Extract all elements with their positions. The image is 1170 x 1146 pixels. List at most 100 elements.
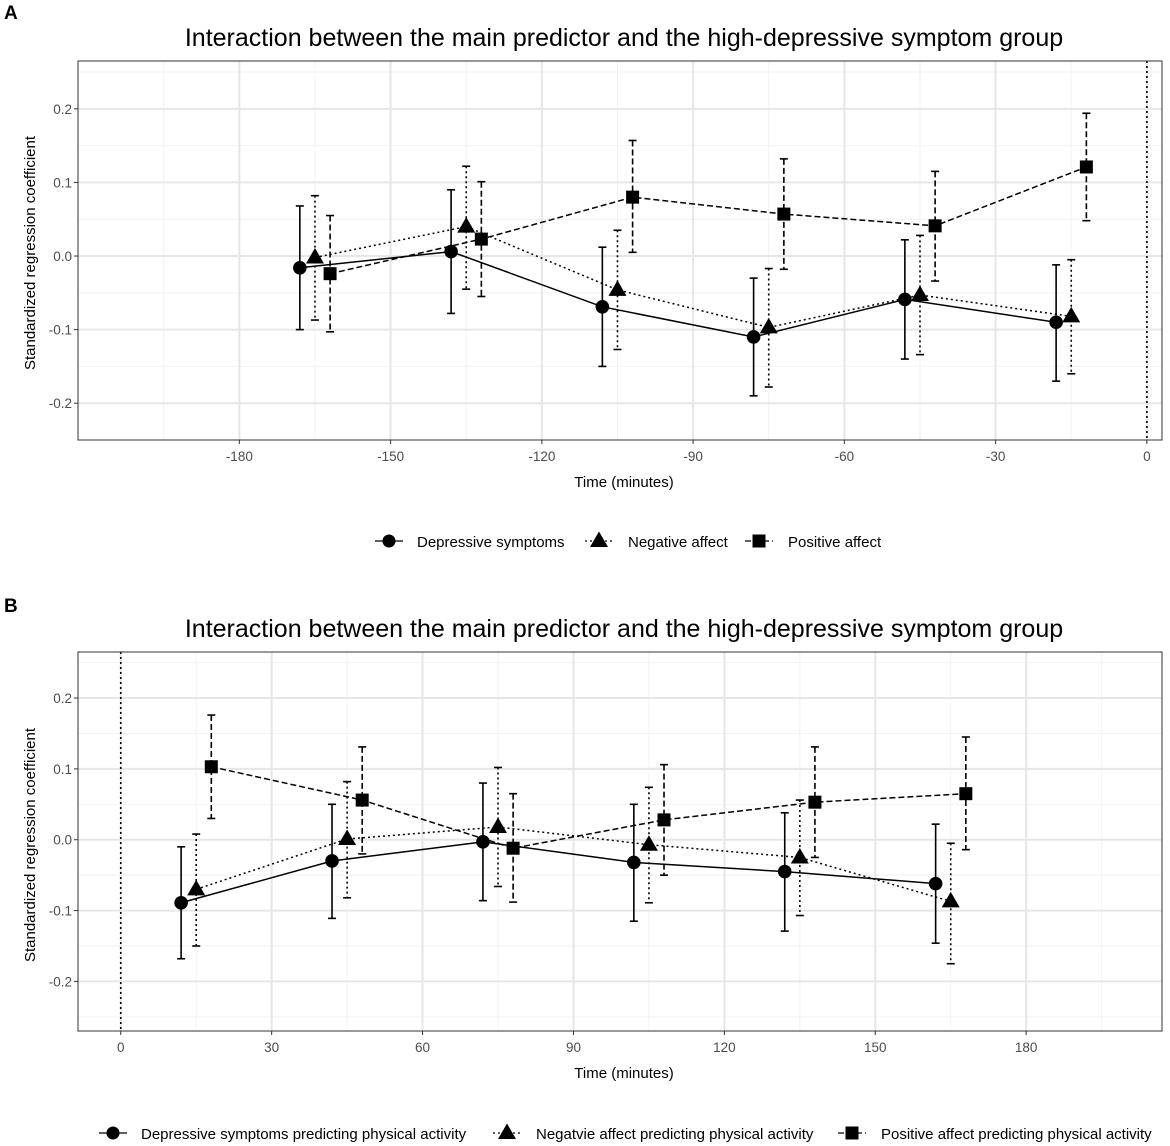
data-point-circle (325, 854, 339, 868)
y-tick-label: -0.1 (49, 323, 72, 338)
series-line (211, 766, 966, 850)
legend-label-positive-affect: Positive affect (788, 534, 882, 551)
panel-a-y-ticks: -0.2 -0.1 0.0 0.1 0.2 (49, 102, 78, 411)
panel-b-points (174, 760, 973, 910)
data-point-square (928, 219, 942, 233)
data-point-triangle (457, 217, 476, 233)
series-line (314, 225, 1072, 329)
x-tick-label: -120 (528, 449, 555, 464)
legend-item-negative-affect: Negative affect (585, 531, 729, 551)
legend-triangle-marker (498, 1123, 516, 1139)
legend-triangle-marker (590, 531, 608, 547)
error-bar (358, 746, 367, 855)
data-point-circle (444, 244, 458, 259)
error-bar (207, 714, 216, 820)
data-point-square (777, 207, 791, 221)
x-tick-label: 120 (713, 1040, 736, 1055)
y-tick-label: 0.2 (53, 691, 72, 706)
y-tick-label: 0.1 (53, 175, 72, 190)
error-bar (494, 766, 503, 888)
legend-square-marker (845, 1126, 859, 1140)
y-tick-label: 0.2 (53, 102, 72, 117)
legend-label-positive-affect-pa: Positive affect predicting physical acti… (881, 1126, 1152, 1143)
series-line (180, 841, 936, 904)
panel-b: B Interaction between the main predictor… (4, 596, 1163, 1143)
panel-a-legend: Depressive symptoms Negative affect Posi… (375, 531, 882, 551)
y-tick-label: 0.0 (53, 833, 72, 848)
x-tick-label: 60 (415, 1040, 430, 1055)
data-point-square (626, 190, 640, 204)
panel-b-title: Interaction between the main predictor a… (185, 615, 1063, 643)
x-tick-label: 90 (566, 1040, 581, 1055)
y-tick-label: -0.1 (49, 904, 72, 919)
panel-a-title: Interaction between the main predictor a… (185, 24, 1063, 52)
data-point-circle (627, 855, 641, 870)
data-point-triangle (639, 835, 658, 851)
data-point-triangle (790, 847, 809, 864)
error-bar (1067, 258, 1076, 375)
data-point-square (474, 232, 488, 246)
data-point-circle (746, 330, 761, 344)
x-tick-label: -180 (226, 449, 253, 464)
legend-label-depressive-symptoms: Depressive symptoms (417, 534, 565, 551)
data-point-square (506, 841, 520, 855)
data-point-circle (777, 864, 792, 879)
error-bar (795, 799, 804, 917)
data-point-square (355, 793, 369, 807)
legend-item-positive-affect: Positive affect (745, 534, 882, 551)
x-tick-label: -60 (835, 449, 855, 464)
panel-a-gridlines (78, 61, 1162, 440)
x-tick-label: 0 (117, 1040, 125, 1055)
data-point-triangle (305, 247, 324, 264)
y-tick-label: 0.0 (53, 249, 72, 264)
data-point-triangle (489, 817, 508, 833)
panel-a-points (293, 160, 1093, 344)
data-point-square (657, 813, 671, 827)
x-tick-label: 180 (1015, 1040, 1038, 1055)
panel-b-plot-border (77, 651, 1163, 1032)
panel-a-plot-border (77, 60, 1163, 441)
data-point-triangle (910, 285, 929, 302)
series-line (299, 250, 1057, 338)
series-line (329, 166, 1087, 275)
panel-a-label: A (4, 3, 18, 24)
x-tick-label: -30 (986, 449, 1006, 464)
panel-a-x-ticks: -180 -150 -120 -90 -60 -30 0 (226, 440, 1151, 464)
x-tick-label: 30 (264, 1040, 279, 1055)
data-point-circle (595, 299, 610, 314)
legend-label-negative-affect: Negative affect (628, 534, 729, 551)
panel-b-x-axis-label: Time (minutes) (574, 1065, 673, 1082)
data-point-triangle (941, 891, 960, 908)
data-point-square (1079, 160, 1093, 174)
data-point-square (204, 760, 218, 774)
data-point-circle (928, 876, 943, 891)
data-point-square (959, 787, 973, 801)
error-bar (343, 780, 352, 899)
panel-a-x-axis-label: Time (minutes) (574, 474, 673, 491)
data-point-square (323, 267, 337, 281)
legend-circle-marker (382, 534, 396, 548)
panel-a-y-axis-label: Standardized regression coefficient (22, 135, 39, 370)
x-tick-label: -90 (683, 449, 703, 464)
legend-circle-marker (106, 1126, 120, 1140)
x-tick-label: 0 (1143, 449, 1151, 464)
legend-item-positive-affect-pa: Positive affect predicting physical acti… (838, 1126, 1152, 1143)
error-bar (644, 786, 653, 904)
error-bar (1082, 112, 1091, 222)
data-point-triangle (1062, 306, 1081, 323)
panel-b-x-ticks: 0 30 60 90 120 150 180 (117, 1031, 1037, 1055)
legend-square-marker (752, 534, 766, 548)
data-point-circle (174, 895, 188, 910)
legend-item-negative-affect-pa: Negatvie affect predicting physical acti… (493, 1123, 814, 1143)
x-tick-label: -150 (377, 449, 404, 464)
data-point-square (808, 795, 822, 809)
y-tick-label: 0.1 (53, 762, 72, 777)
data-point-circle (898, 292, 912, 307)
series-line (195, 826, 951, 903)
panel-b-y-axis-label: Standardized regression coefficient (22, 727, 39, 962)
panel-a-series-lines (299, 166, 1087, 338)
error-bar (310, 194, 319, 321)
data-point-circle (476, 835, 490, 849)
legend-label-depressive-symptoms-pa: Depressive symptoms predicting physical … (141, 1126, 467, 1143)
error-bar (764, 267, 773, 388)
